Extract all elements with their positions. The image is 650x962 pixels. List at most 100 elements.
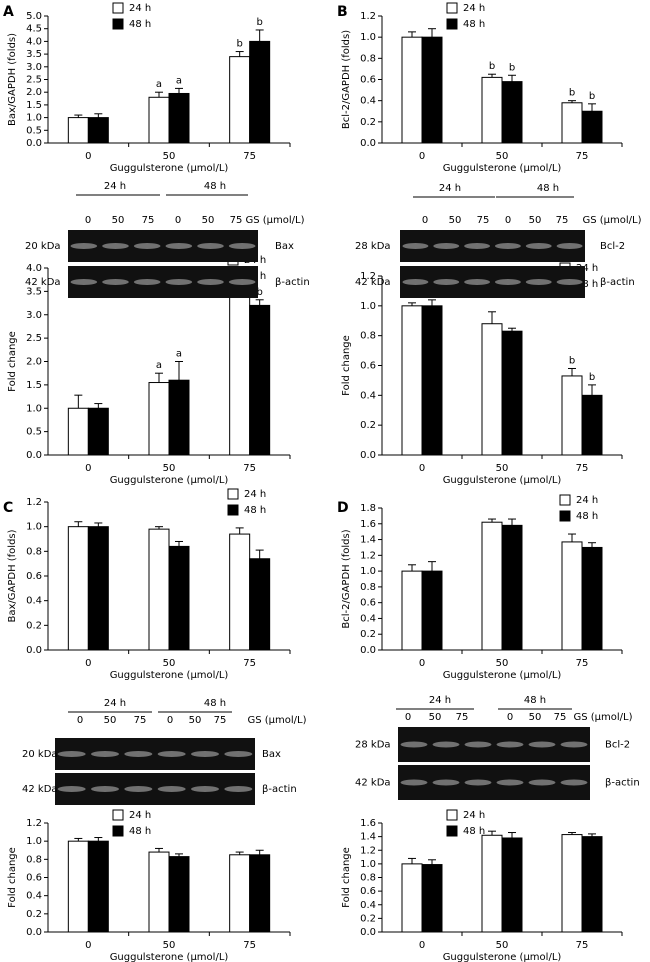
blot-band (433, 279, 460, 285)
protein-label: Bcl-2 (605, 740, 630, 751)
y-tick-label: 3.5 (26, 286, 42, 297)
bar (148, 96, 170, 144)
bar (229, 533, 251, 651)
x-tick-label: 50 (163, 151, 176, 162)
significance-label: b (589, 91, 595, 102)
group-label: 48 h (204, 698, 226, 709)
bar (501, 524, 523, 651)
significance-label: a (156, 360, 162, 371)
x-tick-label: 50 (496, 940, 509, 951)
y-tick-label: 1.2 (26, 818, 42, 829)
blot-band (57, 751, 86, 757)
y-axis-label: Bcl-2/GAPDH (folds) (341, 529, 352, 628)
bar (67, 840, 89, 933)
blot-strip (55, 773, 255, 805)
blot-band (165, 243, 193, 249)
y-tick-label: 0.2 (360, 117, 376, 128)
panel-letter: C (3, 500, 13, 516)
y-tick-label: 3.0 (26, 62, 42, 73)
bar (67, 407, 89, 456)
y-tick-label: 1.4 (360, 832, 376, 843)
y-tick-label: 0.4 (360, 96, 376, 107)
y-tick-label: 1.0 (26, 522, 42, 533)
x-tick-label: 75 (576, 658, 589, 669)
significance-label: b (256, 287, 262, 298)
blot-strip (398, 765, 590, 800)
legend-label: 48 h (463, 826, 485, 837)
y-tick-label: 0.2 (360, 420, 376, 431)
bar (168, 92, 190, 144)
y-tick-label: 1.2 (360, 845, 376, 856)
y-tick-label: 2.0 (26, 357, 42, 368)
legend-label: 48 h (129, 19, 151, 30)
x-tick-label: 75 (243, 151, 256, 162)
lane-label: 75 (230, 215, 243, 226)
lane-label: 50 (449, 215, 462, 226)
y-tick-label: 0.4 (26, 596, 42, 607)
x-tick-label: 75 (576, 151, 589, 162)
blot-band (494, 279, 521, 285)
blot-band (496, 741, 524, 748)
lane-label: 50 (529, 215, 542, 226)
legend-swatch (559, 510, 571, 522)
x-tick-label: 50 (496, 463, 509, 474)
bar (168, 379, 190, 456)
blot-band (402, 243, 429, 249)
bar (67, 526, 89, 651)
legend-label: 48 h (244, 505, 266, 516)
bar (401, 36, 423, 144)
significance-label: b (569, 355, 575, 366)
y-tick-label: 0.5 (26, 427, 42, 438)
lane-label: 75 (214, 715, 227, 726)
x-tick-label: 0 (85, 658, 91, 669)
y-tick-label: 1.0 (26, 836, 42, 847)
y-tick-label: 4.0 (26, 36, 42, 47)
y-tick-label: 0.0 (360, 927, 376, 938)
blot-unit: GS (μmol/L) (573, 712, 632, 723)
blot-band (402, 279, 429, 285)
bar (249, 304, 271, 456)
x-tick-label: 0 (85, 940, 91, 951)
legend-label: 24 h (129, 3, 151, 14)
y-axis-label: Fold change (341, 847, 352, 908)
y-axis-label: Fold change (7, 847, 18, 908)
x-tick-label: 75 (576, 463, 589, 474)
x-axis-label: Guggulsterone (μmol/L) (110, 670, 229, 681)
x-tick-label: 75 (243, 658, 256, 669)
y-tick-label: 0.4 (360, 900, 376, 911)
y-tick-label: 0.6 (360, 598, 376, 609)
y-tick-label: 0.0 (26, 450, 42, 461)
bar (481, 323, 503, 456)
bar (401, 863, 423, 933)
x-tick-label: 75 (576, 940, 589, 951)
legend-label: 24 h (244, 489, 266, 500)
protein-label: β-actin (605, 778, 640, 789)
y-axis-label: Fold change (341, 335, 352, 396)
protein-label: Bax (262, 749, 281, 760)
blot-band (464, 741, 492, 748)
legend-label: 48 h (576, 279, 598, 290)
y-tick-label: 4.0 (26, 263, 42, 274)
bar (67, 117, 89, 144)
bar (581, 110, 603, 144)
y-tick-label: 1.5 (26, 100, 42, 111)
y-tick-label: 1.2 (26, 497, 42, 508)
bar (229, 56, 251, 144)
blot-band (556, 243, 583, 249)
lane-label: 50 (189, 715, 202, 726)
protein-label: β-actin (275, 277, 310, 288)
blot-band (157, 751, 186, 757)
y-tick-label: 0.0 (360, 645, 376, 656)
bar (481, 834, 503, 933)
bar (501, 837, 523, 933)
bar (421, 570, 443, 651)
legend-label: 24 h (463, 810, 485, 821)
protein-label: β-actin (600, 277, 635, 288)
blot-band (191, 786, 219, 792)
y-tick-label: 0.4 (26, 891, 42, 902)
lane-label: 0 (167, 715, 173, 726)
x-tick-label: 0 (419, 463, 425, 474)
kda-label: 42 kDa (355, 277, 391, 288)
y-tick-label: 3.0 (26, 310, 42, 321)
y-tick-label: 0.2 (26, 909, 42, 920)
